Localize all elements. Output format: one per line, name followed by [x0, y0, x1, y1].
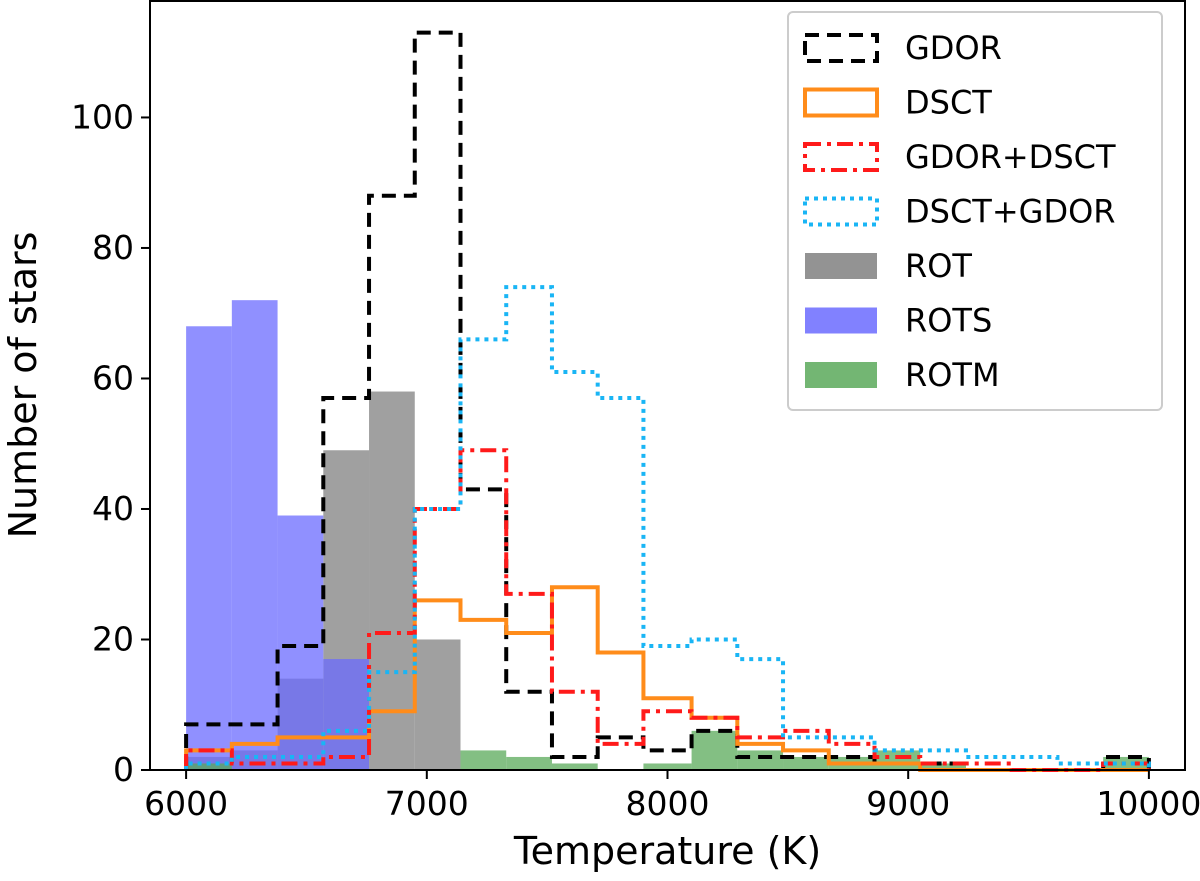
x-tick-label: 9000 — [866, 784, 950, 823]
bar-rotm — [874, 750, 921, 770]
y-tick-label: 0 — [113, 750, 134, 789]
x-tick-label: 6000 — [144, 784, 228, 823]
legend-swatch — [805, 307, 877, 334]
x-tick-label: 10000 — [1096, 784, 1200, 823]
legend-item-rot: ROT — [805, 247, 972, 285]
legend-label: ROT — [905, 247, 972, 285]
step-line-dsct-gdor — [184, 285, 1151, 770]
step-lines-layer — [184, 30, 1151, 772]
step-line-gdor-dsct — [184, 448, 1151, 772]
legend-swatch — [803, 196, 879, 227]
bar-rots — [186, 326, 232, 770]
bar-rotm — [643, 763, 692, 770]
legend-item-rots: ROTS — [805, 302, 992, 340]
legend-label: DSCT — [905, 84, 992, 122]
bar-rotm — [691, 730, 738, 770]
legend-swatch — [805, 253, 877, 279]
legend-item-gdor-dsct: GDOR+DSCT — [803, 138, 1116, 176]
y-tick-label: 100 — [71, 97, 134, 136]
filled-bars-layer — [186, 300, 1149, 770]
bar-rotm — [506, 756, 552, 770]
y-axis-title: Number of stars — [1, 232, 45, 539]
step-line-dsct — [184, 585, 1149, 772]
bar-rotm — [783, 756, 829, 770]
legend-swatch — [803, 142, 879, 172]
legend-label: GDOR+DSCT — [905, 138, 1116, 176]
legend-label: GDOR — [905, 29, 1002, 67]
legend-item-dsct-gdor: DSCT+GDOR — [803, 193, 1116, 231]
y-axis-ticks: 0 20 40 60 80 100 — [71, 97, 150, 789]
y-tick-label: 80 — [92, 228, 134, 267]
legend: GDOR DSCT GDOR+DSCT DSCT+GDOR ROT ROTS ROTM — [787, 11, 1163, 411]
legend-swatch — [803, 87, 879, 118]
bar-rots — [231, 300, 278, 770]
series-rots — [186, 300, 370, 770]
legend-label: ROTS — [905, 302, 992, 340]
bar-rotm — [551, 763, 598, 770]
legend-box — [787, 11, 1163, 411]
bar-rots — [323, 659, 370, 770]
y-tick-label: 60 — [92, 358, 134, 397]
bar-rot — [369, 391, 415, 770]
bar-rots — [277, 515, 324, 770]
bar-rotm — [1103, 756, 1149, 770]
x-axis-ticks: 6000 7000 8000 9000 10000 — [144, 770, 1200, 823]
legend-item-rotm: ROTM — [805, 356, 1000, 394]
y-tick-label: 20 — [92, 619, 134, 658]
legend-swatch — [803, 33, 879, 63]
bar-rotm — [920, 763, 966, 770]
step-line-gdor — [184, 30, 1151, 772]
x-tick-label: 8000 — [626, 784, 710, 823]
legend-item-gdor: GDOR — [803, 29, 1002, 67]
bar-rot — [414, 639, 461, 770]
bar-rotm — [737, 750, 784, 770]
x-axis-title: Temperature (K) — [513, 829, 821, 873]
y-tick-label: 40 — [92, 489, 134, 528]
legend-label: ROTM — [905, 356, 1000, 394]
legend-label: DSCT+GDOR — [905, 193, 1116, 231]
x-tick-label: 7000 — [385, 784, 469, 823]
legend-swatch — [805, 362, 877, 388]
bar-rotm — [186, 763, 232, 770]
bar-rotm — [460, 750, 507, 770]
legend-item-dsct: DSCT — [803, 84, 992, 122]
